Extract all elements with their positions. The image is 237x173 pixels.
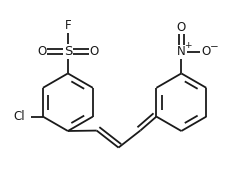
Text: O: O [201,45,210,58]
Text: O: O [177,21,186,34]
Text: O: O [89,45,99,58]
Text: O: O [37,45,46,58]
Text: F: F [64,19,71,32]
Text: Cl: Cl [14,110,26,123]
Text: N: N [177,45,186,58]
Text: +: + [184,40,192,49]
Text: −: − [210,42,219,52]
Text: S: S [64,45,72,58]
